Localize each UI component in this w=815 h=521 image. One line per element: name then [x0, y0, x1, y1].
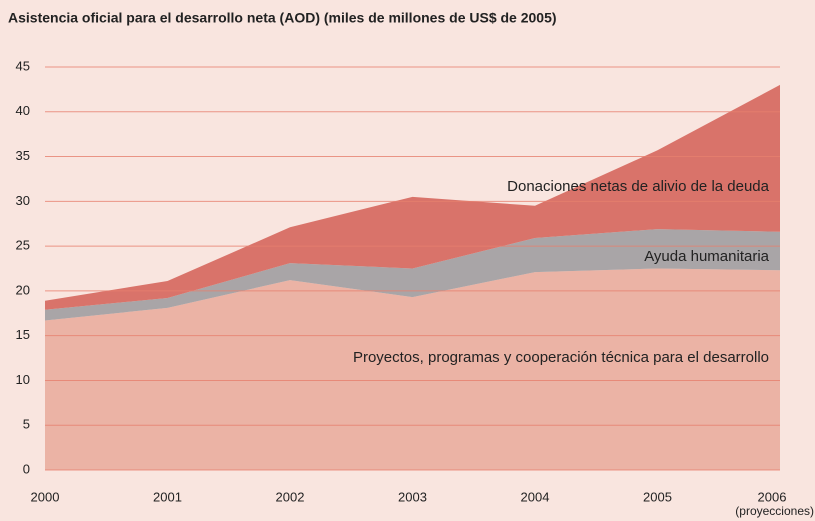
y-tick-label: 45 — [16, 58, 30, 73]
x-tick-label: 2001 — [153, 489, 182, 504]
area — [45, 84, 780, 310]
area — [45, 229, 780, 321]
y-tick-label: 0 — [23, 461, 30, 476]
x-tick-label: 2003 — [398, 489, 427, 504]
y-tick-label: 40 — [16, 103, 30, 118]
y-tick-label: 10 — [16, 372, 30, 387]
y-tick-label: 20 — [16, 282, 30, 297]
area-label: Proyectos, programas y cooperación técni… — [353, 349, 769, 366]
y-tick-label: 35 — [16, 148, 30, 163]
x-tick-label: 2002 — [276, 489, 305, 504]
x-tick-label: 2006 — [758, 489, 787, 504]
x-tick-label: 2004 — [521, 489, 550, 504]
chart-title: Asistencia oficial para el desarrollo ne… — [8, 10, 557, 26]
area-label: Donaciones netas de alivio de la deuda — [507, 178, 770, 195]
y-tick-label: 15 — [16, 327, 30, 342]
x-tick-label: 2005 — [643, 489, 672, 504]
y-tick-label: 25 — [16, 238, 30, 253]
area-label: Ayuda humanitaria — [644, 248, 769, 265]
x-tick-label: 2000 — [31, 489, 60, 504]
x-note: (proyecciones) — [735, 504, 814, 518]
y-tick-label: 5 — [23, 417, 30, 432]
area — [45, 268, 780, 470]
y-tick-label: 30 — [16, 193, 30, 208]
